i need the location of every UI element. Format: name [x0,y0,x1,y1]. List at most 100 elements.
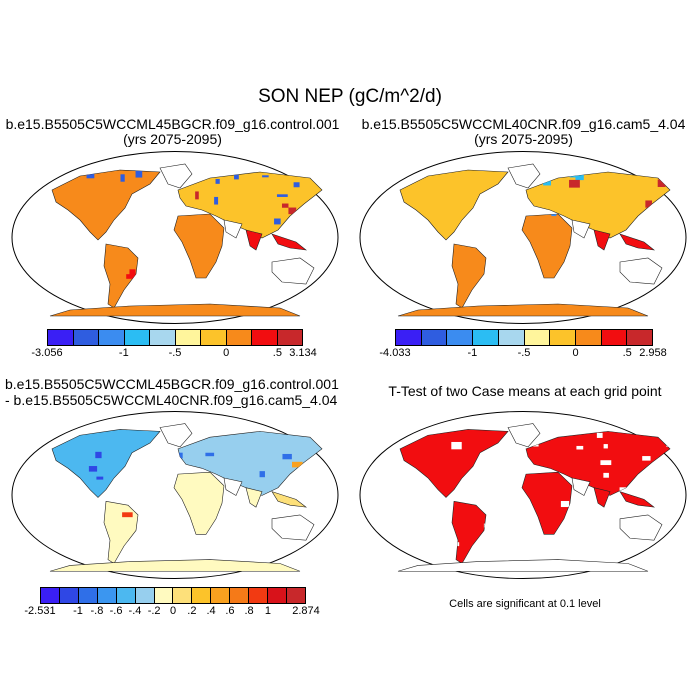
colorbar-swatch [286,588,305,603]
land-africa [521,471,573,535]
colorbar-swatch [268,588,287,603]
colorbar-swatch [78,588,98,603]
land-australia [271,257,315,285]
land-india [245,229,263,251]
colorbar-tick-label: .4 [206,605,216,617]
colorbar-tick-label: 2.958 [639,347,667,359]
colorbar-tick-label: -.2 [147,605,161,617]
colorbar-tick-label: 3.134 [289,347,317,359]
legend-top-right: -4.033 -1 -.5 0 .5 2.958 [379,329,667,361]
land-australia [271,514,315,541]
colorbar-tick-label: -1 [118,347,129,359]
colorbar-tick-label: 0 [169,605,177,617]
land-india [245,487,263,508]
land-seAsia [619,233,656,251]
colorbar-swatch [421,330,448,345]
land-arabia [571,219,591,239]
colorbar-swatch [277,330,302,345]
panel-title-top-left: b.e15.B5505C5WCCML45BGCR.f09_g16.control… [5,117,340,147]
colorbar-tick-label: .2 [187,605,197,617]
colorbar-tick-label: .6 [225,605,235,617]
colorbar-tick-label: -.4 [128,605,142,617]
colorbar-tick-label: 0 [223,347,230,359]
colorbar-tick-label: -2.531 [24,605,56,617]
colorbar-swatch [124,330,150,345]
land-europeAsia [525,171,671,239]
land-arabia [571,477,591,496]
land-africa [521,213,573,279]
land-europeAsia [525,431,671,496]
colorbar-tick-label: -.5 [517,347,531,359]
colorbar-swatch [48,330,74,345]
land-europeAsia [177,431,323,496]
colorbar-swatch [41,588,60,603]
map-bottom-right [359,410,687,580]
colorbar-swatch [396,330,422,345]
land-southAmerica [103,243,139,309]
colorbar-top-right [395,329,653,346]
land-africa [173,471,225,535]
panel-title-top-right: b.e15.B5505C5WCCML40CNR.f09_g16.cam5_4.0… [352,117,695,147]
map-top-left [11,151,339,324]
colorbar-swatch [498,330,525,345]
colorbar-tick-label: -4.033 [379,347,411,359]
colorbar-swatch [154,588,174,603]
land-northAmerica [51,429,161,498]
colorbar-swatch [226,330,252,345]
colorbar-bottom-left [40,587,306,604]
colorbar-tick-label: -.8 [90,605,104,617]
colorbar-tick-label: .5 [272,347,282,359]
colorbar-swatch [575,330,602,345]
colorbar-swatch [627,330,653,345]
land-india [593,487,611,508]
colorbar-tick-label: .5 [622,347,632,359]
colorbar-swatch [116,588,136,603]
colorbar-swatch [135,588,155,603]
land-antarctica [49,559,301,572]
colorbar-tick-label: 1 [264,605,272,617]
figure-title: SON NEP (gC/m^2/d) [258,86,442,107]
panel-title-top-right-case: b.e15.B5505C5WCCML40CNR.f09_g16.cam5_4.0… [361,116,686,132]
land-greenland [507,163,541,189]
land-southAmerica [451,500,487,564]
colorbar-swatch [473,330,499,345]
legend-bottom-left: -2.531 -1 -.8 -.6 -.4 -.2 0 .2 .4 .6 .8 1 2.874 [24,587,320,619]
land-india [593,229,611,251]
land-greenland [507,423,541,448]
colorbar-tick-label: -1 [467,347,478,359]
legend-top-left: -3.056 -1 -.5 0 .5 3.134 [31,329,317,361]
land-seAsia [271,233,308,251]
colorbar-swatch [73,330,99,345]
colorbar-tick-label: .8 [244,605,254,617]
colorbar-tick-label: -1 [73,605,83,617]
land-seAsia [271,491,308,508]
land-northAmerica [399,169,509,241]
colorbar-tick-label: -.5 [168,347,182,359]
land-antarctica [397,559,649,572]
land-southAmerica [451,243,487,309]
land-australia [619,514,663,541]
land-arabia [223,219,243,239]
land-europeAsia [177,171,323,239]
map-top-right [359,151,687,324]
panel-title-bottom-left-line1: b.e15.B5505C5WCCML45BGCR.f09_g16.control… [5,376,339,392]
land-arabia [223,477,243,496]
colorbar-swatch [249,588,269,603]
map-bottom-left [11,410,339,580]
land-greenland [159,423,193,448]
colorbar-tick-label: 0 [572,347,579,359]
land-greenland [159,163,193,189]
land-northAmerica [51,169,161,241]
land-seAsia [619,491,656,508]
panel-title-top-left-case: b.e15.B5505C5WCCML45BGCR.f09_g16.control… [5,116,340,132]
colorbar-swatch [524,330,551,345]
colorbar-swatch [550,330,576,345]
land-antarctica [397,303,649,317]
panel-subtitle-top-left: (yrs 2075-2095) [123,131,222,147]
colorbar-swatch [211,588,231,603]
colorbar-swatch [175,330,201,345]
colorbar-swatch [99,330,125,345]
colorbar-swatch [252,330,278,345]
colorbar-tick-label: -.6 [109,605,123,617]
colorbar-swatch [601,330,628,345]
